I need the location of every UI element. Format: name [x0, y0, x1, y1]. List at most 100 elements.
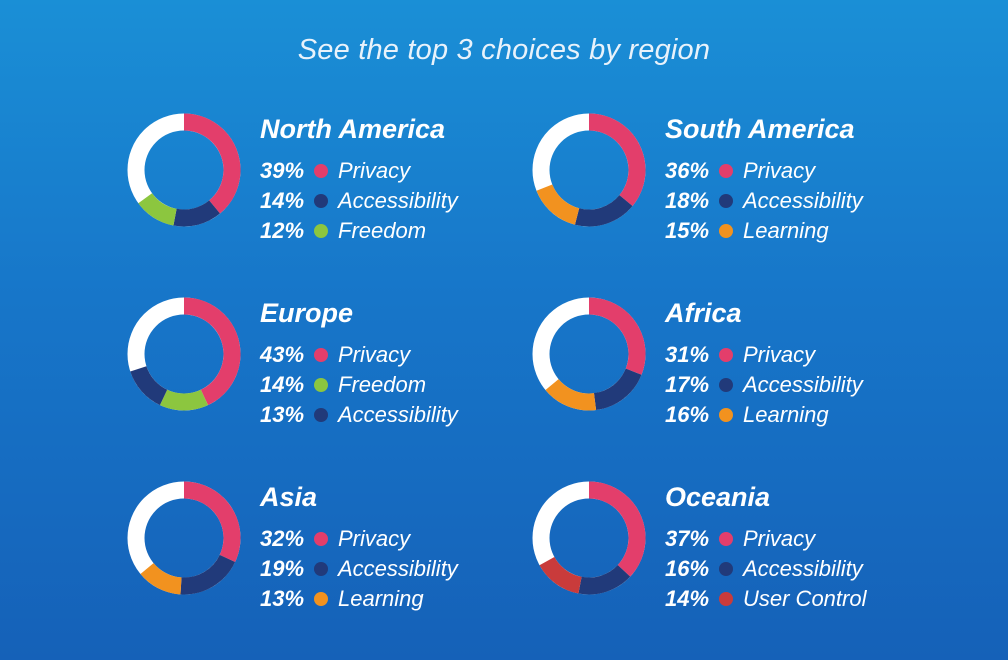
donut-chart: [532, 481, 646, 595]
choice-label: Privacy: [338, 342, 411, 367]
legend-dot-privacy: [314, 532, 328, 546]
legend: 31% Privacy 17% Accessibility 16% Learning: [665, 340, 863, 430]
legend-dot-accessibility: [719, 378, 733, 392]
legend-row: 17% Accessibility: [665, 370, 863, 400]
legend-row: 14% Freedom: [260, 370, 458, 400]
region-panel-south-america: South America 36% Privacy 18% Accessibilit…: [531, 112, 931, 252]
legend-row: 12% Freedom: [260, 216, 458, 246]
percent-label: 39%: [260, 158, 305, 183]
donut-segment-accessibility: [578, 564, 631, 595]
legend: 37% Privacy 16% Accessibility 14% User Cont…: [665, 524, 866, 614]
region-panel-oceania: Oceania 37% Privacy 16% Accessibility 14% U…: [531, 480, 931, 620]
legend-row: 31% Privacy: [665, 340, 863, 370]
donut-chart: [127, 481, 241, 595]
choice-label: Privacy: [338, 158, 411, 183]
donut-chart: [127, 297, 241, 411]
region-name: South America: [665, 114, 855, 144]
donut-segment-accessibility: [130, 365, 168, 406]
percent-label: 37%: [665, 526, 710, 551]
legend-row: 19% Accessibility: [260, 554, 458, 584]
choice-label: Accessibility: [743, 556, 863, 581]
percent-label: 36%: [665, 158, 710, 183]
legend-row: 14% User Control: [665, 584, 866, 614]
choice-label: Privacy: [338, 526, 411, 551]
donut-chart: [532, 113, 646, 227]
region-name: Oceania: [665, 482, 771, 512]
percent-label: 32%: [260, 526, 305, 551]
donut-segment-accessibility: [180, 554, 236, 595]
donut-segment-learning: [140, 562, 182, 595]
donut-segment-accessibility: [173, 200, 221, 227]
donut-segment-freedom: [138, 192, 178, 226]
region-name: North America: [260, 114, 446, 144]
legend: 43% Privacy 14% Freedom 13% Accessibility: [260, 340, 458, 430]
percent-label: 13%: [260, 586, 305, 611]
legend: 36% Privacy 18% Accessibility 15% Learning: [665, 156, 863, 246]
legend-row: 15% Learning: [665, 216, 863, 246]
percent-label: 19%: [260, 556, 305, 581]
legend-dot-learning: [719, 408, 733, 422]
region-panel-europe: Europe 43% Privacy 14% Freedom 13% Accessib…: [126, 296, 526, 436]
donut-chart: [127, 113, 241, 227]
donut-segment-privacy: [183, 481, 241, 563]
choice-label: Privacy: [743, 342, 816, 367]
legend: 39% Privacy 14% Accessibility 12% Freedom: [260, 156, 458, 246]
donut-segment-privacy: [183, 113, 241, 214]
legend-dot-freedom: [314, 224, 328, 238]
legend-row: 37% Privacy: [665, 524, 866, 554]
choice-label: Accessibility: [743, 188, 863, 213]
donut-segment-freedom: [159, 389, 209, 411]
legend-row: 43% Privacy: [260, 340, 458, 370]
legend: 32% Privacy 19% Accessibility 13% Learning: [260, 524, 458, 614]
donut-segment-privacy: [588, 297, 646, 375]
legend-dot-user-control: [719, 592, 733, 606]
legend-dot-learning: [719, 224, 733, 238]
choice-label: Accessibility: [743, 372, 863, 397]
percent-label: 43%: [260, 342, 305, 367]
donut-segment-user-control: [539, 556, 583, 594]
region-name: Asia: [260, 482, 318, 512]
legend-row: 32% Privacy: [260, 524, 458, 554]
percent-label: 16%: [665, 402, 710, 427]
choice-label: Accessibility: [338, 402, 458, 427]
legend-row: 36% Privacy: [665, 156, 863, 186]
donut-segment-privacy: [588, 113, 646, 207]
legend-dot-privacy: [719, 164, 733, 178]
choice-label: Accessibility: [338, 556, 458, 581]
donut-segment-learning: [536, 184, 580, 225]
percent-label: 18%: [665, 188, 710, 213]
region-panel-africa: Africa 31% Privacy 17% Accessibility 16% Le…: [531, 296, 931, 436]
percent-label: 15%: [665, 218, 710, 243]
percent-label: 14%: [260, 372, 305, 397]
legend-dot-accessibility: [314, 408, 328, 422]
choice-label: Freedom: [338, 218, 427, 243]
legend-row: 13% Learning: [260, 584, 458, 614]
legend-row: 14% Accessibility: [260, 186, 458, 216]
choice-label: Privacy: [743, 158, 816, 183]
region-panel-north-america: North America 39% Privacy 14% Accessibilit…: [126, 112, 526, 252]
percent-label: 13%: [260, 402, 305, 427]
choice-label: Learning: [743, 402, 829, 427]
percent-label: 17%: [665, 372, 710, 397]
legend-row: 16% Learning: [665, 400, 863, 430]
legend-dot-accessibility: [719, 194, 733, 208]
donut-segment-learning: [545, 378, 597, 411]
percent-label: 16%: [665, 556, 710, 581]
choice-label: Accessibility: [338, 188, 458, 213]
choice-label: User Control: [743, 586, 867, 611]
legend-row: 13% Accessibility: [260, 400, 458, 430]
percent-label: 14%: [260, 188, 305, 213]
legend-dot-learning: [314, 592, 328, 606]
donut-segment-privacy: [183, 297, 241, 406]
donut-chart: [532, 297, 646, 411]
legend-dot-accessibility: [314, 194, 328, 208]
region-panel-asia: Asia 32% Privacy 19% Accessibility 13% Lear…: [126, 480, 526, 620]
legend-dot-freedom: [314, 378, 328, 392]
legend-row: 18% Accessibility: [665, 186, 863, 216]
legend-row: 16% Accessibility: [665, 554, 866, 584]
legend-dot-privacy: [314, 164, 328, 178]
donut-segment-privacy: [588, 481, 646, 577]
chart-title: See the top 3 choices by region: [297, 34, 711, 66]
legend-dot-privacy: [719, 532, 733, 546]
legend-dot-accessibility: [314, 562, 328, 576]
